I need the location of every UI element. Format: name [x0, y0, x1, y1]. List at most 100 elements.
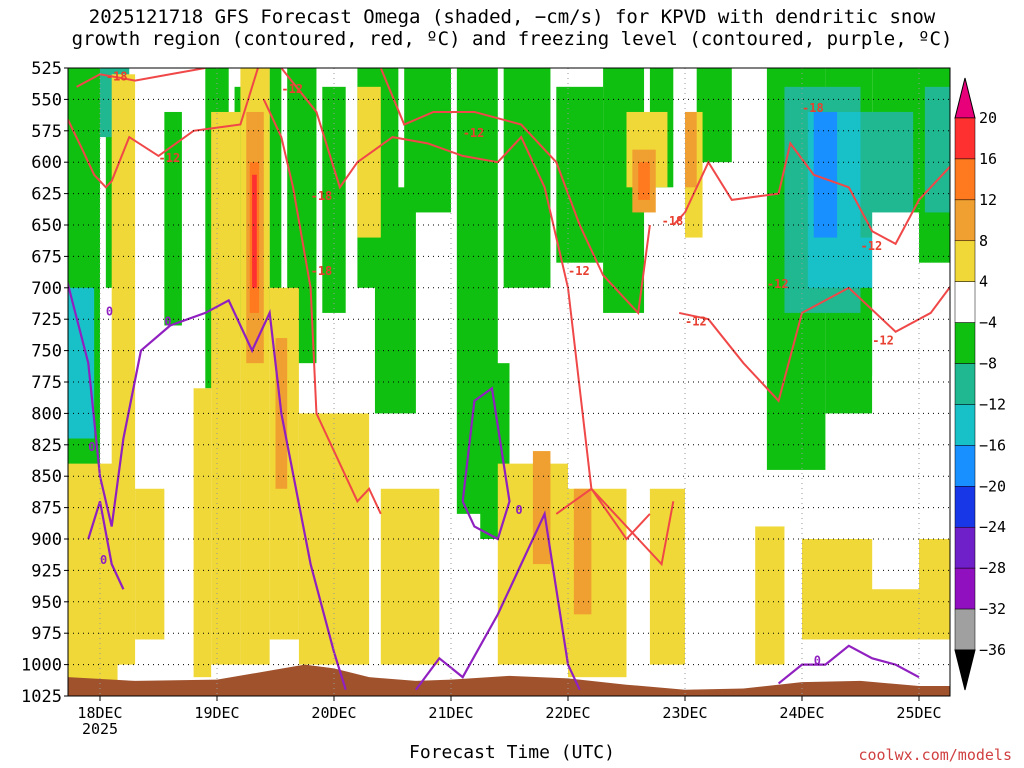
contour-purple-0 — [87, 500, 125, 590]
colorbar-label: −16 — [979, 436, 1006, 454]
colorbar: 20 16 12 8 4 −4 −8 −12 −16 −20 −24 −28 −32 −36 — [954, 77, 1006, 691]
contour-label-purple: 0 — [515, 503, 522, 517]
contour-red-12 — [262, 98, 382, 515]
omega-rising-region — [556, 86, 604, 263]
colorbar-segment — [954, 199, 976, 242]
contour-label-purple: 0 — [100, 553, 107, 567]
y-tick-label: 750 — [31, 342, 62, 362]
omega-rising-region — [164, 111, 182, 326]
omega-rising-region — [503, 68, 551, 288]
colorbar-label: 4 — [979, 273, 988, 291]
colorbar-segment — [954, 117, 976, 160]
contour-label-red: -18 — [311, 189, 333, 203]
omega-rising-region — [269, 68, 282, 313]
omega-sinking-region — [135, 488, 165, 640]
contour-label-red: -12 — [872, 333, 894, 347]
omega-sinking-region — [211, 111, 241, 665]
y-tick-label: 800 — [31, 404, 62, 424]
omega-sinking-region — [755, 526, 785, 665]
colorbar-label: −28 — [979, 559, 1006, 577]
colorbar-segment — [954, 404, 976, 446]
purple-contour-layer — [68, 281, 920, 691]
y-tick-label: 975 — [31, 624, 62, 644]
colorbar-label: 12 — [979, 191, 997, 209]
contour-label-red: -12 — [685, 314, 707, 328]
omega-sinking-region — [649, 488, 685, 665]
y-tick-label: 775 — [31, 373, 62, 393]
colorbar-segment — [954, 158, 976, 201]
omega-sinking-region — [68, 463, 118, 696]
terrain-ground — [68, 664, 950, 696]
colorbar-segment — [954, 486, 976, 528]
chart-title-line2: growth region (contoured, red, ºC) and f… — [71, 28, 953, 50]
y-tick-label: 575 — [31, 122, 62, 142]
contour-label-red: -18 — [662, 214, 684, 228]
y-tick-label: 600 — [31, 153, 62, 173]
colorbar-segment — [954, 363, 976, 405]
colorbar-segment — [954, 526, 976, 569]
y-tick-label: 1025 — [21, 687, 62, 707]
omega-sinking-region — [252, 174, 257, 288]
colorbar-label: −32 — [979, 600, 1006, 618]
x-tick-label: 19DEC — [194, 704, 239, 722]
contour-label-red: -18 — [802, 101, 824, 115]
y-tick-label: 950 — [31, 593, 62, 613]
y-tick-label: 1000 — [21, 656, 62, 676]
x-year-label: 2025 — [82, 720, 118, 738]
colorbar-segment — [954, 445, 976, 487]
colorbar-label: −20 — [979, 477, 1006, 495]
omega-sinking-region — [357, 86, 381, 238]
y-tick-label: 900 — [31, 530, 62, 550]
y-tick-label: 525 — [31, 59, 62, 79]
y-tick-label: 675 — [31, 247, 62, 267]
contour-label-purple: 0 — [814, 654, 821, 668]
chart-title-line1: 2025121718 GFS Forecast Omega (shaded, −… — [88, 6, 936, 28]
y-tick-label: 625 — [31, 185, 62, 205]
contour-label-red: -12 — [159, 151, 181, 165]
contour-purple-0 — [68, 281, 347, 691]
y-tick-label: 925 — [31, 561, 62, 581]
contour-red-12 — [678, 285, 950, 403]
contour-purple-0 — [415, 510, 581, 691]
contour-label-red: -12 — [281, 82, 303, 96]
y-tick-label: 825 — [31, 436, 62, 456]
colorbar-label: 8 — [979, 232, 988, 250]
omega-sinking-region — [111, 74, 136, 665]
contour-red-18 — [76, 68, 206, 88]
contour-label-purple: 0 — [164, 314, 171, 328]
y-tick-label: 700 — [31, 279, 62, 299]
colorbar-label: −24 — [979, 518, 1006, 536]
contour-red-12 — [555, 487, 651, 541]
omega-sinking-region — [380, 488, 440, 665]
contour-label-layer: -18 -12 -12 -18 -12 -18 -12 -18 -12 -18 -12 -12 -12 0… — [88, 70, 894, 668]
omega-sinking-region — [532, 451, 551, 565]
y-tick-label: 850 — [31, 467, 62, 487]
colorbar-segment — [954, 608, 976, 651]
contour-red-18 — [379, 68, 651, 316]
credit-text: coolwx.com/models — [858, 746, 1012, 764]
contour-purple-0 — [777, 644, 920, 685]
colorbar-label: −12 — [979, 395, 1006, 413]
x-tick-label: 22DEC — [545, 704, 590, 722]
x-tick-label: 23DEC — [662, 704, 707, 722]
y-tick-label: 550 — [31, 90, 62, 110]
contour-label-red: -12 — [463, 126, 485, 140]
colorbar-label: −36 — [979, 641, 1006, 659]
omega-rising-region — [68, 287, 95, 439]
y-tick-label: 725 — [31, 310, 62, 330]
colorbar-segment — [954, 322, 976, 364]
x-tick-label: 24DEC — [779, 704, 824, 722]
omega-rising-region — [924, 86, 950, 213]
colorbar-top-arrow — [954, 77, 976, 119]
omega-rising-region — [374, 187, 416, 414]
colorbar-label: 16 — [979, 150, 997, 168]
omega-sinking-region — [573, 488, 592, 615]
omega-sinking-region — [638, 162, 650, 200]
colorbar-bottom-arrow — [954, 649, 976, 691]
contour-label-purple: 0 — [88, 440, 95, 454]
contour-red-12 — [280, 68, 675, 567]
y-tick-label: 650 — [31, 216, 62, 236]
x-tick-label: 25DEC — [896, 704, 941, 722]
omega-neutral-region — [872, 212, 919, 590]
